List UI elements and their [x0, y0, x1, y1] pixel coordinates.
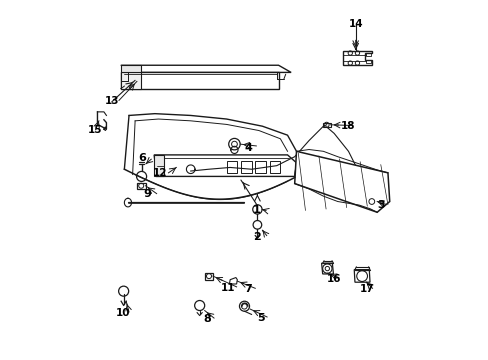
Bar [366, 53, 370, 56]
Text: 8: 8 [203, 314, 210, 324]
Polygon shape [229, 278, 237, 284]
Bar [137, 183, 145, 189]
Bar [366, 60, 370, 63]
Bar [269, 161, 280, 173]
Bar [204, 273, 212, 280]
Polygon shape [322, 123, 330, 127]
Text: 16: 16 [326, 274, 341, 284]
Text: 3: 3 [376, 200, 384, 210]
Polygon shape [353, 270, 369, 282]
Text: 12: 12 [153, 168, 167, 178]
Text: 15: 15 [87, 125, 102, 135]
Text: 10: 10 [115, 309, 129, 318]
Polygon shape [366, 199, 376, 204]
Polygon shape [294, 151, 389, 212]
Polygon shape [121, 72, 140, 89]
Text: 1: 1 [253, 206, 261, 216]
Text: 14: 14 [347, 19, 362, 29]
Bar [226, 161, 237, 173]
Text: 2: 2 [253, 232, 261, 242]
Text: 13: 13 [104, 96, 119, 106]
Text: 18: 18 [340, 121, 354, 131]
Polygon shape [121, 65, 140, 72]
Polygon shape [121, 72, 278, 89]
Bar [241, 161, 251, 173]
Polygon shape [321, 263, 333, 274]
Polygon shape [154, 155, 163, 176]
Text: 6: 6 [138, 153, 146, 163]
Text: 4: 4 [244, 143, 251, 153]
Text: 9: 9 [143, 189, 151, 199]
Text: 7: 7 [244, 284, 251, 294]
Polygon shape [154, 155, 296, 176]
Text: 5: 5 [256, 313, 264, 323]
Polygon shape [343, 51, 371, 65]
Polygon shape [121, 65, 290, 72]
Text: 11: 11 [221, 283, 235, 293]
Bar [255, 161, 265, 173]
Text: 17: 17 [360, 284, 374, 294]
